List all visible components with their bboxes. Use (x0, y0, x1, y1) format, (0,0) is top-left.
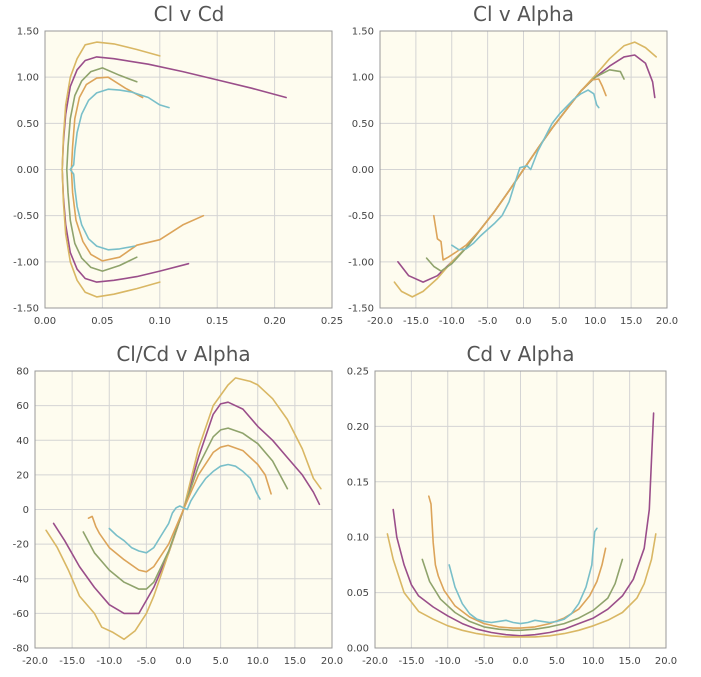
series-line-teal (450, 89, 600, 251)
x-tick-label: 0.25 (321, 316, 343, 327)
y-tick-label: 0.05 (347, 588, 369, 599)
x-tick-label: 5.0 (551, 316, 567, 327)
series-line-gold (61, 41, 161, 298)
y-tick-label: 0.25 (347, 367, 369, 378)
x-tick-label: 10.0 (584, 316, 606, 327)
x-tick-label: -10.0 (435, 656, 461, 667)
y-tick-label: 0 (23, 505, 29, 516)
x-tick-label: 15.0 (620, 316, 642, 327)
y-tick-label: 80 (16, 367, 29, 378)
x-tick-label: -15.0 (398, 656, 424, 667)
series-line-teal (69, 88, 170, 251)
y-tick-label: -1.50 (348, 304, 374, 315)
x-tick-label: 20.0 (656, 316, 678, 327)
y-tick-label: 1.00 (352, 73, 374, 84)
plot-frame (44, 30, 333, 309)
x-tick-label: 0.05 (91, 316, 113, 327)
y-tick-label: -1.00 (348, 257, 374, 268)
x-tick-label: -5.0 (137, 656, 157, 667)
x-tick-label: -5.0 (478, 316, 498, 327)
series-line-purple (392, 412, 655, 637)
x-tick-label: 0.0 (176, 656, 192, 667)
y-tick-label: -0.50 (348, 211, 374, 222)
y-tick-label: 0.50 (17, 119, 39, 130)
x-tick-label: 20.0 (655, 656, 677, 667)
series-line-teal (448, 527, 598, 625)
y-tick-label: -0.50 (13, 211, 39, 222)
x-tick-label: 0.0 (516, 316, 532, 327)
x-tick-label: -15.0 (403, 316, 429, 327)
y-tick-label: 0.00 (17, 165, 39, 176)
chart-svg: -20.0 -15.0 -10.0 -5.0 0.0 5.0 10.0 15.0 20.0 80 6… (13, 367, 343, 668)
series-line-teal (108, 463, 261, 554)
y-tick-label: -60 (13, 609, 29, 620)
plot-frame (379, 30, 668, 309)
series-line-orange (432, 78, 607, 261)
x-tick-label: 15.0 (284, 656, 306, 667)
series-line-olive (421, 558, 624, 632)
chart-title: Cl v Cd (153, 2, 225, 26)
series-line-orange (87, 444, 272, 573)
y-tick-label: -1.00 (13, 257, 39, 268)
x-tick-label: -20.0 (367, 316, 393, 327)
series-line-orange (70, 76, 205, 262)
series-line-gold (386, 533, 657, 638)
y-tick-label: 1.00 (17, 73, 39, 84)
chart-svg: -20.0 -15.0 -10.0 -5.0 0.0 5.0 10.0 15.0 20.0 1.5… (348, 27, 678, 328)
plot-frame (34, 370, 333, 649)
y-tick-label: -80 (13, 644, 29, 655)
series-line-olive (66, 67, 138, 272)
y-tick-label: 20 (16, 470, 29, 481)
x-tick-label: 0.10 (149, 316, 171, 327)
y-tick-label: -20 (13, 540, 29, 551)
x-tick-label: 5.0 (549, 656, 565, 667)
y-tick-label: 0.50 (352, 119, 374, 130)
y-tick-label: 0.10 (347, 533, 369, 544)
y-tick-label: 0.00 (347, 644, 369, 655)
chart-svg: 0.00 0.05 0.10 0.15 0.20 0.25 1.50 1.00 0.50 0.00… (13, 27, 343, 328)
series-line-purple (52, 401, 321, 615)
x-tick-label: 0.00 (34, 316, 56, 327)
plot-frame (374, 370, 667, 649)
y-tick-label: 1.50 (17, 27, 39, 38)
chart-title: Cl/Cd v Alpha (116, 342, 251, 366)
y-tick-label: 60 (16, 401, 29, 412)
x-tick-label: -15.0 (59, 656, 85, 667)
y-tick-label: 40 (16, 436, 29, 447)
x-tick-label: -20.0 (362, 656, 388, 667)
chart-title: Cl v Alpha (473, 2, 574, 26)
x-tick-label: 10.0 (247, 656, 269, 667)
x-tick-label: -10.0 (96, 656, 122, 667)
y-tick-label: -1.50 (13, 304, 39, 315)
y-tick-label: 0.00 (352, 165, 374, 176)
x-tick-label: 10.0 (582, 656, 604, 667)
chart-title: Cd v Alpha (466, 342, 575, 366)
series-line-orange (427, 495, 607, 629)
x-tick-label: -20.0 (22, 656, 48, 667)
x-tick-label: 0.15 (206, 316, 228, 327)
x-tick-label: -5.0 (474, 656, 494, 667)
x-tick-label: 0.20 (263, 316, 285, 327)
y-tick-label: 1.50 (352, 27, 374, 38)
x-tick-label: 0.0 (513, 656, 529, 667)
y-tick-label: -40 (13, 574, 29, 585)
x-tick-label: 15.0 (618, 656, 640, 667)
x-tick-label: -10.0 (439, 316, 465, 327)
x-tick-label: 5.0 (213, 656, 229, 667)
y-tick-label: 0.20 (347, 422, 369, 433)
x-tick-label: 20.0 (321, 656, 343, 667)
y-tick-label: 0.15 (347, 477, 369, 488)
